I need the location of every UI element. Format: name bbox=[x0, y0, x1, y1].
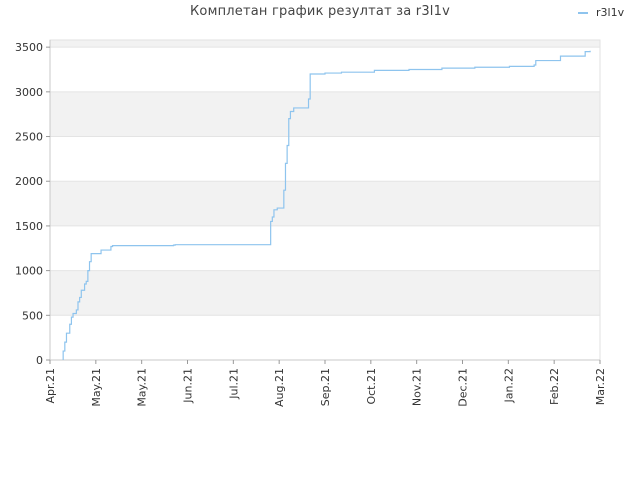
y-tick-label: 1000 bbox=[15, 265, 43, 278]
x-tick-label: Oct.21 bbox=[365, 368, 378, 405]
chart-title: Комплетан график резултат за r3l1v bbox=[190, 4, 450, 19]
y-tick-label: 2500 bbox=[15, 131, 43, 144]
grid-band bbox=[50, 270, 600, 316]
x-tick-label: May.21 bbox=[90, 368, 103, 407]
grid-band bbox=[50, 315, 600, 360]
x-tick-label: Jul.21 bbox=[227, 368, 240, 400]
x-tick-label: Aug.21 bbox=[273, 368, 286, 407]
x-tick-label: Mar.22 bbox=[594, 368, 607, 405]
x-tick-label: Sep.21 bbox=[319, 368, 332, 406]
y-tick-label: 3000 bbox=[15, 86, 43, 99]
x-tick-label: Apr.21 bbox=[44, 368, 57, 404]
legend: r3l1v bbox=[578, 6, 624, 19]
y-tick-label: 3500 bbox=[15, 41, 43, 54]
series-line-r3l1v bbox=[62, 50, 591, 360]
legend-swatch bbox=[578, 11, 588, 14]
legend-label: r3l1v bbox=[596, 6, 625, 19]
x-tick-label: Nov.21 bbox=[411, 368, 424, 406]
x-tick-label: Feb.22 bbox=[548, 368, 561, 405]
y-tick-label: 500 bbox=[22, 309, 43, 322]
grid-band bbox=[50, 181, 600, 226]
x-tick-label: Jan.22 bbox=[502, 368, 515, 403]
grid-band bbox=[50, 225, 600, 271]
grid-band bbox=[50, 91, 600, 137]
y-tick-label: 2000 bbox=[15, 175, 43, 188]
grid-band bbox=[50, 136, 600, 182]
x-tick-label: Jun.21 bbox=[182, 368, 195, 404]
y-tick-label: 0 bbox=[36, 354, 43, 367]
y-tick-label: 1500 bbox=[15, 220, 43, 233]
x-tick-label: May.21 bbox=[136, 368, 149, 407]
x-tick-label: Dec.21 bbox=[457, 368, 470, 407]
grid-band bbox=[50, 40, 600, 48]
grid-band bbox=[50, 47, 600, 92]
